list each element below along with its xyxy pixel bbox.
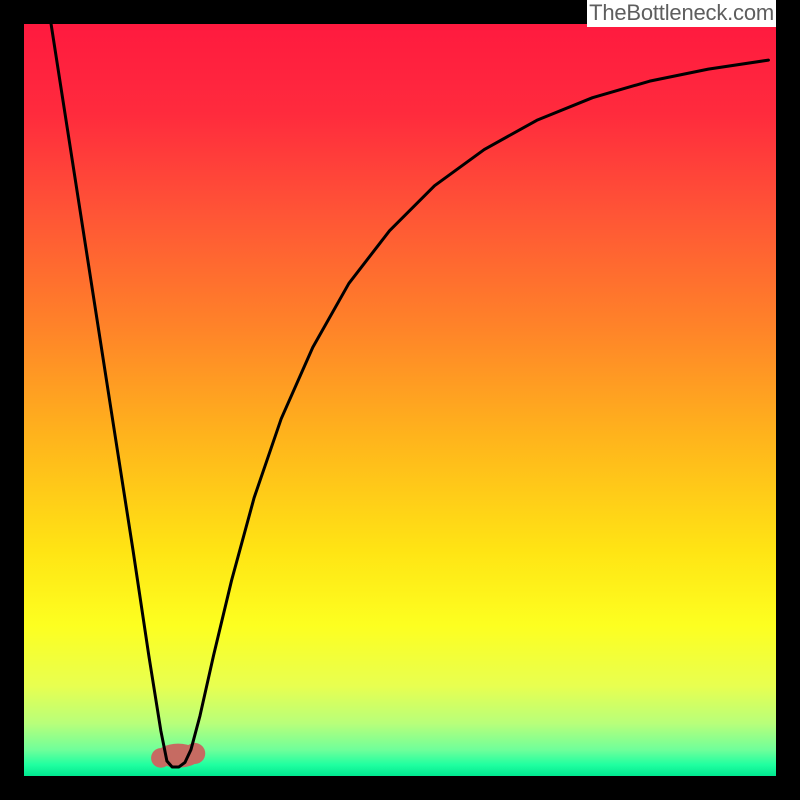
chart-container: TheBottleneck.com xyxy=(0,0,800,800)
attribution-label: TheBottleneck.com xyxy=(587,0,776,27)
bottleneck-chart xyxy=(0,0,800,800)
plot-background xyxy=(24,24,776,776)
